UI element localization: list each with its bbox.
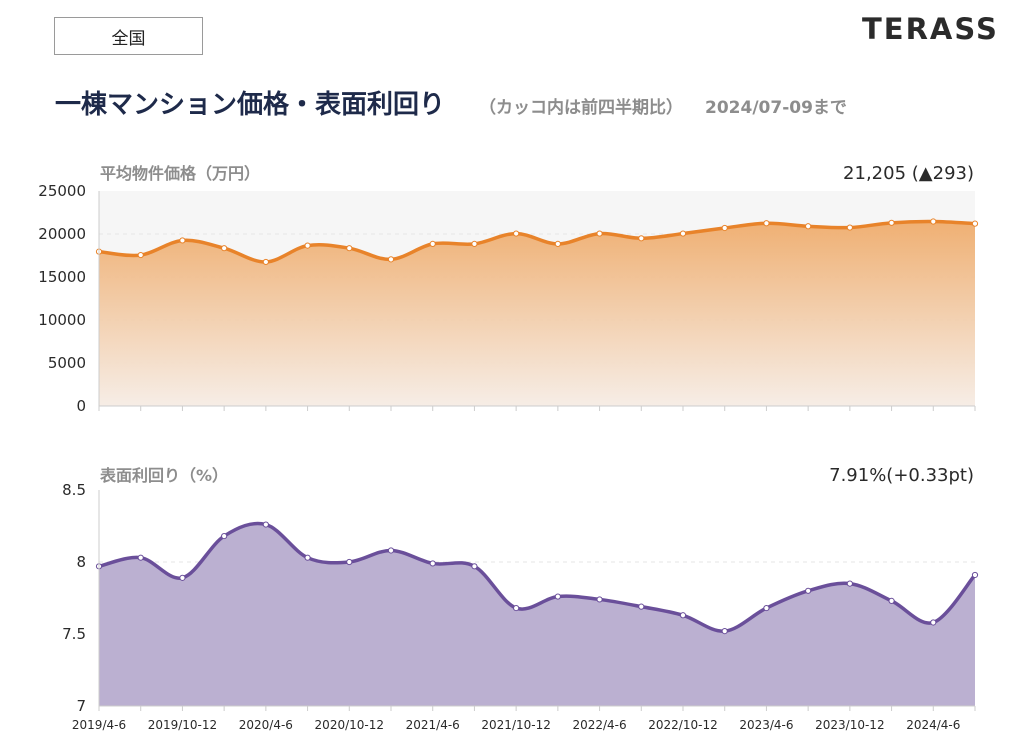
yield-x-tick-label: 2019/10-12 <box>148 718 217 732</box>
yield-data-point <box>971 571 979 579</box>
yield-data-point <box>137 554 144 561</box>
yield-x-tick-label: 2019/4-6 <box>72 718 126 732</box>
comparison-note: （カッコ内は前四半期比） <box>479 98 684 118</box>
yield-data-point <box>429 560 436 567</box>
price-data-point <box>304 242 311 249</box>
yield-chart-title: 表面利回り（%） <box>99 466 228 485</box>
price-data-point <box>179 237 186 244</box>
page-title: 一棟マンション価格・表面利回り <box>55 90 446 120</box>
price-data-point <box>930 218 937 225</box>
yield-data-point <box>638 603 645 610</box>
yield-x-tick-label: 2024/4-6 <box>906 718 960 732</box>
price-y-tick-label: 5000 <box>48 354 86 372</box>
price-data-point <box>763 220 770 227</box>
yield-data-point <box>221 532 228 540</box>
price-data-point <box>387 256 395 263</box>
yield-latest-value: 7.91%(+0.33pt) <box>829 465 974 486</box>
yield-chart: 7 7.5 8 8.5 2019/4-6 2019/10-12 2020/4-6 2020/… <box>62 465 979 732</box>
yield-data-point <box>554 593 561 600</box>
yield-data-point <box>179 574 186 581</box>
yield-y-tick-label: 7 <box>76 697 86 715</box>
price-data-point <box>846 224 853 231</box>
price-series-line <box>98 219 976 264</box>
price-data-point <box>805 223 812 230</box>
price-data-point <box>679 230 687 237</box>
yield-x-tick-label: 2023/10-12 <box>815 718 884 732</box>
region-selector[interactable]: 全国 <box>54 17 203 55</box>
terass-logo: TERASS <box>862 12 999 46</box>
yield-x-tick-label: 2022/4-6 <box>572 718 626 732</box>
price-chart-title: 平均物件価格（万円） <box>100 164 260 183</box>
yield-data-point <box>304 554 311 561</box>
price-latest-value: 21,205 (▲293) <box>843 163 974 184</box>
yield-x-tick-label: 2021/10-12 <box>481 718 550 732</box>
yield-data-point <box>596 596 603 603</box>
yield-data-point <box>471 563 478 570</box>
yield-series-line <box>98 521 977 633</box>
yield-data-point <box>721 628 728 635</box>
price-data-point <box>137 251 144 259</box>
yield-x-tick-label: 2021/4-6 <box>406 718 460 732</box>
price-data-point <box>471 240 478 247</box>
price-data-point <box>221 245 228 252</box>
price-data-point <box>721 224 728 232</box>
price-data-point <box>554 240 561 247</box>
yield-data-point <box>805 587 812 594</box>
price-y-tick-label: 10000 <box>38 311 86 329</box>
price-y-tick-label: 20000 <box>38 225 86 243</box>
yield-data-point <box>846 580 853 587</box>
yield-y-tick-label: 8 <box>76 553 86 571</box>
price-data-point <box>638 235 645 242</box>
yield-y-tick-label: 7.5 <box>62 625 86 643</box>
as-of-date: 2024/07-09まで <box>705 98 847 118</box>
title-row: 一棟マンション価格・表面利回り （カッコ内は前四半期比） 2024/07-09ま… <box>55 84 847 121</box>
price-y-tick-label: 15000 <box>38 268 86 286</box>
price-area <box>99 221 975 406</box>
yield-data-point <box>679 612 687 619</box>
yield-area <box>99 523 975 706</box>
yield-x-tick-label: 2022/10-12 <box>648 718 717 732</box>
yield-x-tick-label: 2023/4-6 <box>739 718 793 732</box>
yield-data-point <box>763 604 770 612</box>
yield-data-point <box>513 604 520 612</box>
yield-data-point <box>930 619 937 626</box>
price-data-point <box>596 230 603 237</box>
price-y-tick-label: 0 <box>76 397 86 415</box>
price-data-point <box>429 240 436 247</box>
price-y-tick-label: 25000 <box>38 182 86 200</box>
yield-x-tick-label: 2020/4-6 <box>239 718 293 732</box>
yield-x-tick-label: 2020/10-12 <box>315 718 384 732</box>
yield-data-point <box>387 547 395 554</box>
region-selector-label: 全国 <box>111 28 146 49</box>
price-chart: 0 5000 10000 15000 20000 25000 平均物件価格（万円） 21,… <box>38 163 979 415</box>
price-data-point <box>513 230 520 237</box>
yield-y-tick-label: 8.5 <box>62 481 86 499</box>
yield-data-point <box>262 521 269 528</box>
price-data-point <box>888 219 895 226</box>
yield-data-point <box>888 597 895 604</box>
yield-data-point <box>346 558 353 566</box>
price-data-point <box>262 258 269 266</box>
price-data-point <box>971 220 979 227</box>
price-data-point <box>346 245 353 252</box>
